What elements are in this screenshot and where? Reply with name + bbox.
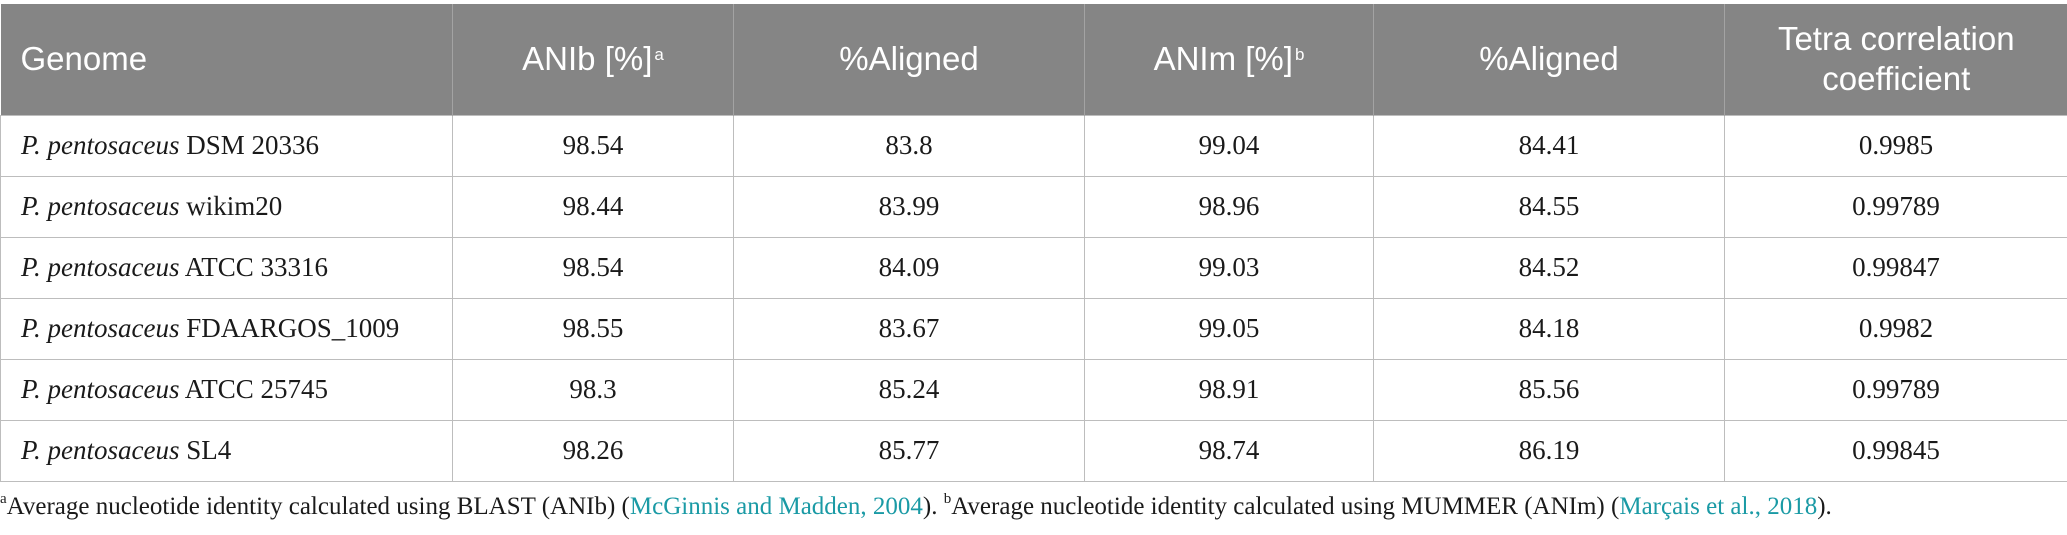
- cell-anib: 98.3: [452, 358, 734, 421]
- footnote-marker-b: b: [1294, 45, 1305, 65]
- cell-tetra: 0.9982: [1724, 297, 2067, 360]
- cell-genome: P. pentosaceus DSM 20336: [0, 114, 453, 177]
- cell-aligned-1: 84.09: [733, 236, 1085, 299]
- cell-anim: 99.05: [1084, 297, 1374, 360]
- results-table-container: Genome ANIb [%] a %Aligned ANIm [%] b %Ali…: [0, 4, 2067, 482]
- footnote-marker-a: a: [654, 45, 664, 65]
- cell-anim: 98.96: [1084, 175, 1374, 238]
- footnote-a-end: ).: [922, 493, 944, 520]
- cell-aligned-2: 85.56: [1373, 358, 1725, 421]
- cell-aligned-2: 84.41: [1373, 114, 1725, 177]
- ani-results-table: Genome ANIb [%] a %Aligned ANIm [%] b %Ali…: [0, 4, 2067, 482]
- header-genome: Genome: [0, 4, 453, 115]
- cell-anib: 98.55: [452, 297, 734, 360]
- cell-aligned-1: 83.8: [733, 114, 1085, 177]
- genome-strain: SL4: [186, 435, 232, 465]
- footnote-a-text: Average nucleotide identity calculated u…: [6, 493, 630, 520]
- cell-genome: P. pentosaceus FDAARGOS_1009: [0, 297, 453, 360]
- table-body: P. pentosaceus DSM 20336 98.54 83.8 99.04 84…: [0, 114, 2067, 482]
- header-tetra-line2: coefficient: [1822, 60, 1971, 98]
- cell-tetra: 0.99847: [1724, 236, 2067, 299]
- cell-anim: 98.74: [1084, 419, 1374, 482]
- header-anib: ANIb [%] a: [452, 4, 734, 115]
- cell-anib: 98.54: [452, 236, 734, 299]
- cell-anib: 98.54: [452, 114, 734, 177]
- cell-anim: 99.03: [1084, 236, 1374, 299]
- genome-species: P. pentosaceus: [21, 130, 180, 160]
- cell-aligned-2: 84.55: [1373, 175, 1725, 238]
- cell-genome: P. pentosaceus wikim20: [0, 175, 453, 238]
- table-row: P. pentosaceus SL4 98.26 85.77 98.74 86.19 0.…: [0, 419, 2067, 482]
- cell-tetra: 0.9985: [1724, 114, 2067, 177]
- genome-strain: ATCC 33316: [184, 252, 329, 282]
- cell-aligned-1: 85.77: [733, 419, 1085, 482]
- citation-link-mcginnis[interactable]: McGinnis and Madden, 2004: [629, 493, 923, 520]
- header-tetra: Tetra correlation coefficient: [1724, 4, 2067, 115]
- table-row: P. pentosaceus DSM 20336 98.54 83.8 99.04 84…: [0, 114, 2067, 177]
- cell-aligned-1: 85.24: [733, 358, 1085, 421]
- cell-genome: P. pentosaceus ATCC 25745: [0, 358, 453, 421]
- footnote-a-marker: a: [0, 491, 7, 507]
- header-aligned-1: %Aligned: [733, 4, 1085, 115]
- cell-tetra: 0.99845: [1724, 419, 2067, 482]
- table-row: P. pentosaceus ATCC 33316 98.54 84.09 99.03…: [0, 236, 2067, 299]
- cell-anib: 98.26: [452, 419, 734, 482]
- cell-aligned-1: 83.99: [733, 175, 1085, 238]
- cell-tetra: 0.99789: [1724, 358, 2067, 421]
- genome-strain: wikim20: [186, 191, 283, 221]
- footnote-b-text: Average nucleotide identity calculated u…: [951, 493, 1620, 520]
- genome-species: P. pentosaceus: [21, 435, 180, 465]
- header-anim: ANIm [%] b: [1084, 4, 1374, 115]
- genome-strain: ATCC 25745: [184, 374, 329, 404]
- cell-anib: 98.44: [452, 175, 734, 238]
- cell-anim: 98.91: [1084, 358, 1374, 421]
- genome-species: P. pentosaceus: [21, 374, 180, 404]
- table-row: P. pentosaceus ATCC 25745 98.3 85.24 98.91 8…: [0, 358, 2067, 421]
- table-footnote: aAverage nucleotide identity calculated …: [0, 491, 2067, 521]
- table-row: P. pentosaceus wikim20 98.44 83.99 98.96 84.…: [0, 175, 2067, 238]
- cell-aligned-2: 86.19: [1373, 419, 1725, 482]
- citation-link-marcais[interactable]: Marçais et al., 2018: [1619, 493, 1818, 520]
- header-aligned-2: %Aligned: [1373, 4, 1725, 115]
- cell-aligned-2: 84.52: [1373, 236, 1725, 299]
- footnote-b-marker: b: [943, 491, 952, 507]
- genome-strain: FDAARGOS_1009: [186, 313, 400, 343]
- footnote-b-end: ).: [1817, 493, 1832, 520]
- header-anib-label: ANIb [%]: [522, 40, 653, 78]
- genome-species: P. pentosaceus: [21, 313, 180, 343]
- genome-species: P. pentosaceus: [21, 191, 180, 221]
- cell-aligned-1: 83.67: [733, 297, 1085, 360]
- genome-strain: DSM 20336: [186, 130, 320, 160]
- header-tetra-line1: Tetra correlation: [1777, 20, 2015, 58]
- cell-tetra: 0.99789: [1724, 175, 2067, 238]
- cell-genome: P. pentosaceus ATCC 33316: [0, 236, 453, 299]
- cell-aligned-2: 84.18: [1373, 297, 1725, 360]
- header-anim-label: ANIm [%]: [1153, 40, 1293, 78]
- header-row: Genome ANIb [%] a %Aligned ANIm [%] b %Ali…: [0, 4, 2067, 115]
- cell-anim: 99.04: [1084, 114, 1374, 177]
- table-row: P. pentosaceus FDAARGOS_1009 98.55 83.67 99…: [0, 297, 2067, 360]
- cell-genome: P. pentosaceus SL4: [0, 419, 453, 482]
- genome-species: P. pentosaceus: [21, 252, 180, 282]
